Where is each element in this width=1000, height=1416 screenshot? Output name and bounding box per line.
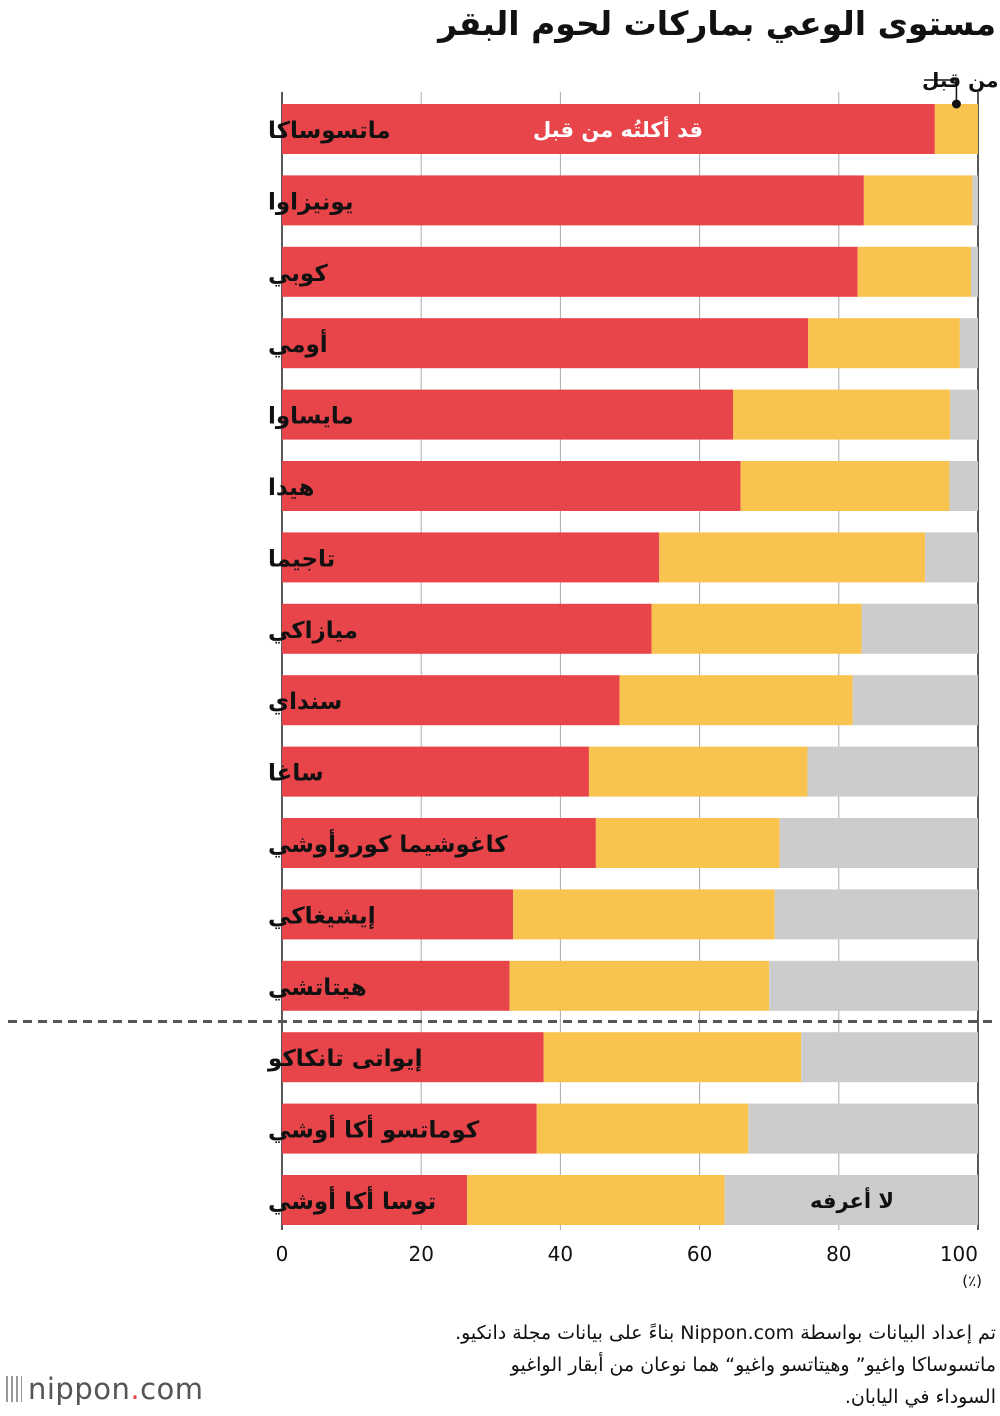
bar-segment: [972, 175, 978, 226]
bar-segment: [513, 889, 775, 940]
category-label: تاجيما: [268, 546, 335, 572]
category-label: كوبي: [268, 261, 328, 287]
bar-segment: [769, 960, 978, 1011]
bar-segment: [925, 532, 978, 583]
category-label: كوماتسو أكا أوشي: [268, 1114, 480, 1144]
source-note-line-2: ماتسوساكا واغيو” وهيتاتسو واغيو“ هما نوع…: [510, 1354, 996, 1376]
bar-segment: [282, 532, 660, 583]
logo-dot: .: [130, 1372, 141, 1406]
bar-segment: [282, 461, 741, 511]
category-label: إيواتى تانكاكو: [267, 1046, 422, 1072]
source-note-line-1: تم إعداد البيانات بواسطة Nippon.com بناء…: [455, 1322, 996, 1344]
bar-segment: [282, 1032, 544, 1083]
bar-segment: [588, 746, 808, 797]
category-label: ميازاكي: [268, 618, 358, 644]
bar-segment: [808, 318, 960, 369]
callout-dot: [951, 99, 961, 109]
bar-segment: [774, 889, 978, 940]
bar-segment: [282, 675, 620, 726]
bar-segment: [740, 461, 950, 511]
bar-segment: [282, 746, 589, 797]
category-label: ساغا: [268, 761, 324, 787]
bar-segment: [724, 1175, 978, 1225]
category-label: يونيزاوا: [268, 189, 353, 215]
bar-segment: [801, 1032, 978, 1083]
bar-segment: [282, 318, 809, 369]
x-tick-label: 80: [826, 1242, 851, 1266]
x-tick-label: 20: [408, 1242, 433, 1266]
bar-segment: [282, 960, 510, 1011]
logo-text-nippon: nippon: [28, 1372, 131, 1406]
bar-segment: [949, 461, 978, 511]
bar-segment: [971, 246, 978, 297]
logo-grip-icon: [6, 1376, 22, 1402]
x-tick-label: 100: [940, 1242, 978, 1266]
unit-label: (٪): [962, 1272, 982, 1290]
callout-leader-line: [924, 79, 958, 100]
bar-segment: [282, 1175, 468, 1225]
bar-segment: [536, 1103, 749, 1154]
bar-segment: [467, 1175, 725, 1225]
series-label-dont-know: لا أعرفه: [810, 1186, 894, 1213]
bar-segment: [282, 1103, 537, 1154]
series-label-ate: قد أكلتُه من قبل: [533, 115, 703, 142]
bar-segment: [852, 675, 978, 726]
x-tick-label: 40: [548, 1242, 573, 1266]
bar-segment: [282, 175, 864, 226]
bar-segment: [651, 603, 862, 654]
bar-segment: [659, 532, 926, 583]
bar-segment: [509, 960, 770, 1011]
bar-segment: [959, 318, 978, 369]
bar-segment: [733, 389, 951, 440]
nippon-logo: nippon.com: [6, 1372, 204, 1406]
chart-title: مستوى الوعي بماركات لحوم البقر: [438, 4, 996, 43]
x-tick-label: 0: [276, 1242, 289, 1266]
bar-segment: [934, 104, 978, 154]
bar-segment: [619, 675, 853, 726]
bar-segment: [863, 175, 973, 226]
bar-segment: [282, 889, 514, 940]
bar-segment: [861, 603, 978, 654]
source-note-line-3: السوداء في اليابان.: [844, 1386, 996, 1408]
category-label: سنداي: [268, 689, 342, 715]
bar-segment: [282, 603, 652, 654]
bar-segment: [807, 746, 978, 797]
logo-text-com: com: [140, 1372, 204, 1406]
bar-segment: [950, 389, 978, 440]
series-label-know-not-eaten: أعرفه ولكن لم أتناوله من قبل: [922, 66, 1000, 92]
bar-segment: [282, 246, 858, 297]
category-label: أومي: [268, 328, 328, 358]
category-label: مايساوا: [268, 404, 354, 430]
bar-segment: [748, 1103, 978, 1154]
bar-segment: [779, 818, 978, 868]
category-label: ماتسوساكا: [268, 118, 391, 144]
bar-segment: [543, 1032, 802, 1083]
bar-segment: [282, 818, 596, 868]
bar-segment: [282, 104, 935, 154]
category-label: هيدا: [268, 475, 315, 501]
category-label: هيتاتشي: [268, 975, 367, 1001]
bar-segment: [857, 246, 972, 297]
category-label: إيشيغاكي: [268, 903, 376, 929]
x-tick-label: 60: [687, 1242, 712, 1266]
bar-segment: [595, 818, 780, 868]
category-label: كاغوشيما كوروأوشي: [268, 828, 508, 858]
bar-segment: [282, 389, 734, 440]
category-label: توسا أكا أوشي: [268, 1185, 436, 1215]
stacked-bar-chart: ماتسوساكا يونيزاوا كوبي أومي مايساوا هيدا تاجي…: [8, 66, 1000, 1290]
